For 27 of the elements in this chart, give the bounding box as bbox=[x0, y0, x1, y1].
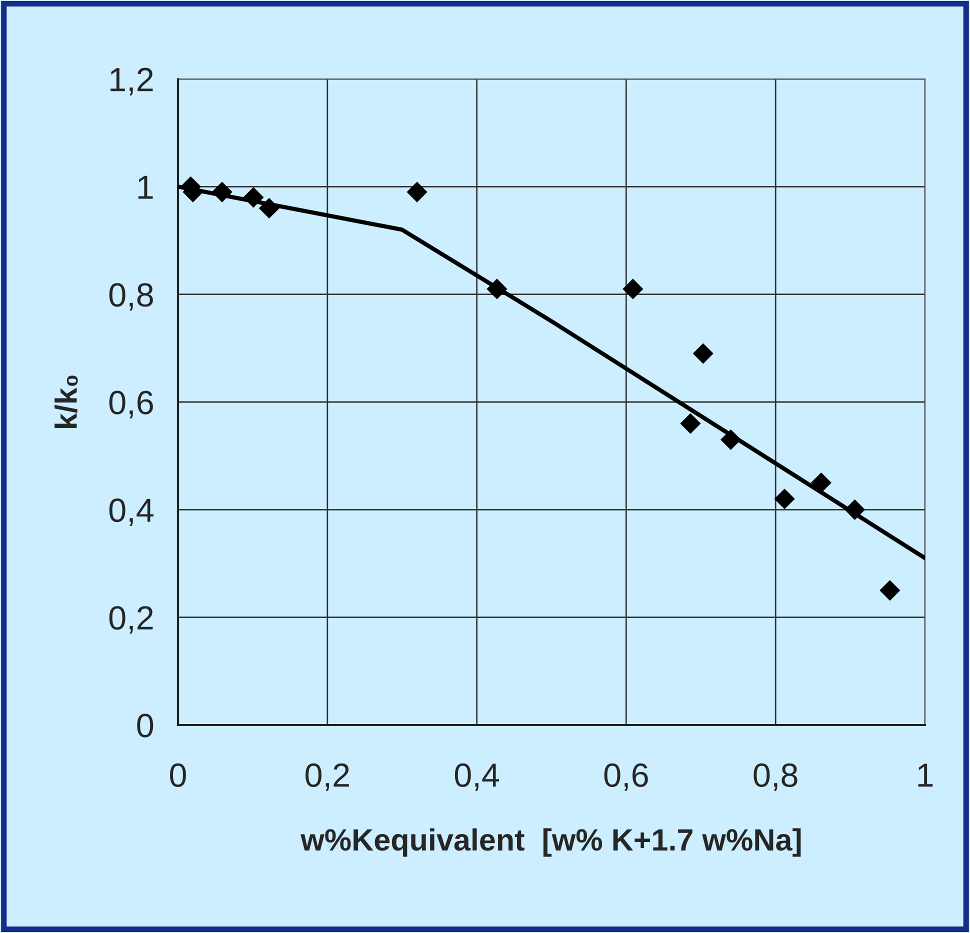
x-tick-label: 0,8 bbox=[754, 763, 798, 791]
x-tick-label: 0,6 bbox=[604, 763, 648, 791]
y-axis-title: k/k₀ bbox=[54, 376, 78, 428]
x-tick-label: 0,4 bbox=[454, 763, 499, 791]
point bbox=[720, 429, 742, 450]
point bbox=[880, 580, 900, 601]
x-tick-label: 1 bbox=[918, 764, 933, 787]
point bbox=[406, 182, 428, 202]
point bbox=[622, 278, 644, 300]
point bbox=[692, 343, 714, 364]
y-tick-label: 0,2 bbox=[109, 606, 153, 634]
point bbox=[243, 187, 264, 208]
x-tick-label: 0,2 bbox=[306, 763, 349, 791]
point bbox=[774, 488, 795, 510]
point bbox=[680, 413, 701, 434]
point bbox=[844, 499, 866, 520]
point bbox=[212, 182, 232, 202]
y-tick-label: 1,2 bbox=[110, 68, 153, 96]
y-tick-label: 1 bbox=[138, 176, 153, 199]
y-tick-label: 0,4 bbox=[109, 498, 154, 526]
point bbox=[486, 278, 508, 300]
y-tick-label: 0,8 bbox=[109, 283, 153, 311]
y-tick-label: 0 bbox=[137, 714, 154, 738]
x-axis-title: w%Kequivalent [w% K+1.7 w%Na] bbox=[300, 828, 801, 857]
y-tick-label: 0,6 bbox=[109, 390, 153, 418]
point bbox=[258, 198, 280, 218]
x-tick-label: 0 bbox=[170, 763, 186, 787]
